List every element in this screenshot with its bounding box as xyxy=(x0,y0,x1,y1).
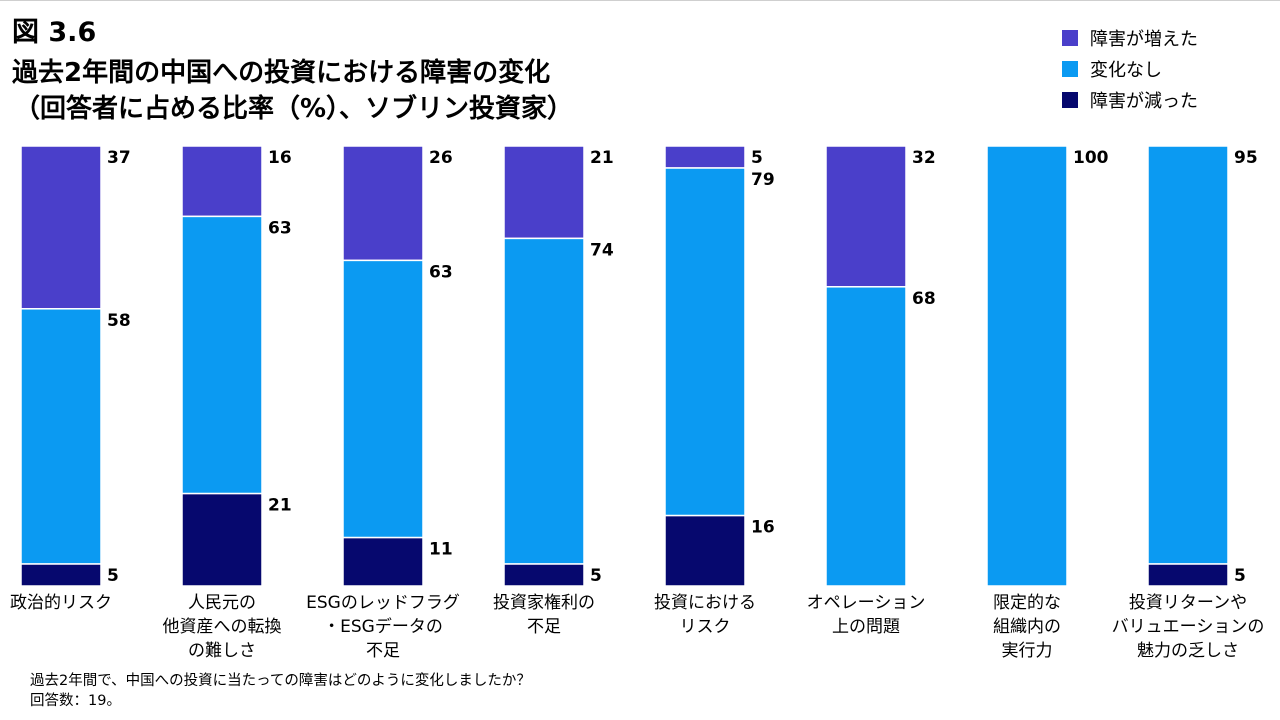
data-label-unchanged-7: 100 xyxy=(1073,148,1109,168)
bar-segment-unchanged-5 xyxy=(664,167,746,517)
bar-segment-increased-3 xyxy=(342,145,424,262)
legend: 障害が増えた 変化なし 障害が減った xyxy=(1062,22,1198,115)
bar-segment-unchanged-2 xyxy=(181,215,263,495)
bar-segment-decreased-4 xyxy=(503,563,585,587)
bar-segment-increased-5 xyxy=(664,145,746,169)
legend-item-unchanged: 変化なし xyxy=(1062,53,1198,84)
legend-swatch-unchanged xyxy=(1062,60,1078,77)
data-label-increased-6: 32 xyxy=(912,148,936,168)
bar-segment-increased-1 xyxy=(20,145,102,310)
data-label-unchanged-1: 58 xyxy=(107,311,131,331)
bar-segment-unchanged-7 xyxy=(986,145,1068,587)
legend-label-unchanged: 変化なし xyxy=(1090,59,1162,81)
data-label-increased-4: 21 xyxy=(590,148,614,168)
category-label-7-line-1: 限定的な xyxy=(993,593,1061,613)
data-label-increased-5: 5 xyxy=(751,148,763,168)
bar-segment-unchanged-8 xyxy=(1147,145,1229,565)
bar-segment-unchanged-6 xyxy=(825,286,907,587)
category-label-8-line-3: 魅力の乏しさ xyxy=(1137,641,1239,661)
top-rule xyxy=(0,0,1280,1)
legend-item-increased: 障害が増えた xyxy=(1062,22,1198,53)
bar-segment-decreased-8 xyxy=(1147,563,1229,587)
figure-label: 図 3.6 xyxy=(12,17,97,48)
data-label-decreased-3: 11 xyxy=(429,540,453,560)
data-label-increased-2: 16 xyxy=(268,148,292,168)
bar-segment-decreased-3 xyxy=(342,536,424,587)
bar-segment-increased-2 xyxy=(181,145,263,218)
data-label-decreased-5: 16 xyxy=(751,518,775,538)
category-label-5-line-1: 投資における xyxy=(654,593,756,613)
data-label-unchanged-8: 95 xyxy=(1234,148,1258,168)
bar-segment-increased-4 xyxy=(503,145,585,240)
legend-label-increased: 障害が増えた xyxy=(1090,28,1198,50)
legend-swatch-increased xyxy=(1062,29,1078,46)
category-label-3-line-2: ・ESGデータの xyxy=(323,616,443,637)
data-label-unchanged-4: 74 xyxy=(590,240,614,260)
category-label-6-line-2: 上の問題 xyxy=(832,617,900,637)
data-label-decreased-2: 21 xyxy=(268,496,292,516)
category-label-2-line-3: の難しさ xyxy=(188,641,256,661)
category-label-5-line-2: リスク xyxy=(680,617,731,637)
legend-label-decreased: 障害が減った xyxy=(1090,90,1198,112)
bar-segment-unchanged-4 xyxy=(503,237,585,565)
chart-title-line-2: （回答者に占める比率（%）、ソブリン投資家） xyxy=(14,94,574,124)
bar-segment-increased-6 xyxy=(825,145,907,288)
data-label-unchanged-5: 79 xyxy=(751,170,775,190)
legend-item-decreased: 障害が減った xyxy=(1062,84,1198,115)
legend-swatch-decreased xyxy=(1062,91,1078,108)
data-label-increased-3: 26 xyxy=(429,148,453,168)
category-label-3-line-3: 不足 xyxy=(366,641,400,661)
footnote-question: 過去2年間で、中国への投資に当たっての障害はどのように変化しましたか？ xyxy=(30,673,531,689)
category-label-8-line-1: 投資リターンや xyxy=(1129,593,1247,613)
category-label-2-line-1: 人民元の xyxy=(188,593,256,613)
category-label-3-line-1: ESGのレッドフラグ xyxy=(306,593,460,613)
footnote-respondents: 回答数：19。 xyxy=(30,693,121,709)
bar-segment-decreased-1 xyxy=(20,563,102,587)
bar-segment-unchanged-3 xyxy=(342,259,424,539)
data-label-decreased-1: 5 xyxy=(107,566,119,586)
category-label-6-line-1: オペレーション xyxy=(807,593,926,613)
data-label-unchanged-6: 68 xyxy=(912,289,936,309)
data-label-increased-1: 37 xyxy=(107,148,131,168)
data-label-unchanged-2: 63 xyxy=(268,218,292,238)
category-label-7-line-3: 実行力 xyxy=(1002,641,1053,661)
bar-segment-decreased-5 xyxy=(664,514,746,587)
category-label-7-line-2: 組織内の xyxy=(993,617,1061,637)
category-label-1-line-1: 政治的リスク xyxy=(10,593,112,613)
data-label-decreased-8: 5 xyxy=(1234,566,1246,586)
category-label-4-line-1: 投資家権利の xyxy=(493,593,595,613)
chart-title-line-1: 過去2年間の中国への投資における障害の変化 xyxy=(12,58,551,88)
category-label-2-line-2: 他資産への転換 xyxy=(163,617,282,637)
data-label-unchanged-3: 63 xyxy=(429,262,453,282)
data-label-decreased-4: 5 xyxy=(590,566,602,586)
bar-segment-unchanged-1 xyxy=(20,308,102,565)
bar-segment-decreased-2 xyxy=(181,492,263,587)
category-label-8-line-2: バリュエーションの xyxy=(1112,617,1265,637)
category-label-4-line-2: 不足 xyxy=(527,617,561,637)
